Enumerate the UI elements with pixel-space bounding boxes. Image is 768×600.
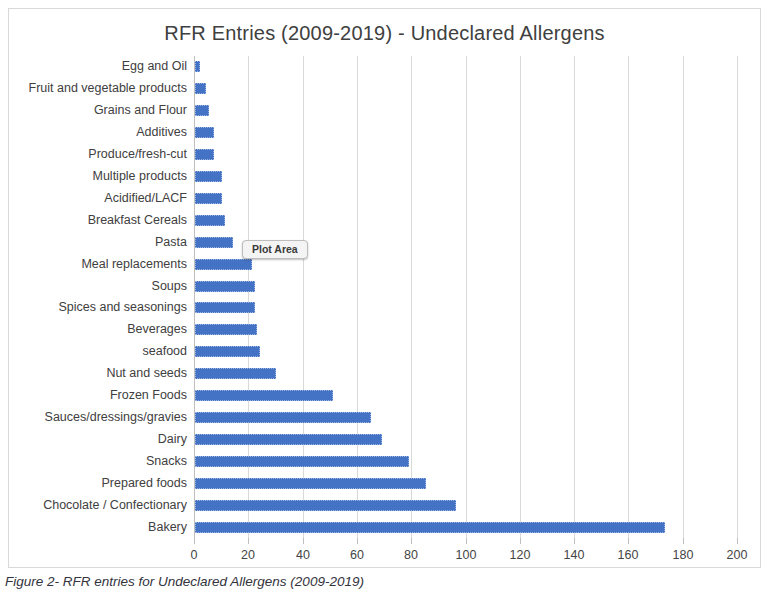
category-label: Breakfast Cereals <box>15 213 187 228</box>
bar[interactable] <box>195 259 252 270</box>
gridline <box>737 56 738 538</box>
bar[interactable] <box>195 390 333 401</box>
bar[interactable] <box>195 281 255 292</box>
category-label: Meal replacements <box>15 257 187 272</box>
category-label: Chocolate / Confectionary <box>15 498 187 513</box>
tick-mark <box>466 538 467 544</box>
bar[interactable] <box>195 215 225 226</box>
x-tick-label: 80 <box>404 548 418 562</box>
category-label: Bakery <box>15 520 187 535</box>
tick-mark <box>628 538 629 544</box>
x-tick-label: 20 <box>241 548 255 562</box>
bar[interactable] <box>195 324 257 335</box>
chart-title: RFR Entries (2009-2019) - Undeclared All… <box>9 19 760 47</box>
x-tick-label: 120 <box>510 548 531 562</box>
plot-area-tooltip: Plot Area <box>242 240 308 259</box>
bar[interactable] <box>195 456 409 467</box>
bar[interactable] <box>195 105 209 116</box>
category-axis: Egg and Oil Fruit and vegetable products G… <box>15 56 187 538</box>
category-label: Nut and seeds <box>15 366 187 381</box>
category-label: Multiple products <box>15 169 187 184</box>
x-tick-label: 200 <box>727 548 748 562</box>
bar[interactable] <box>195 346 260 357</box>
tick-mark <box>303 538 304 544</box>
bar[interactable] <box>195 412 371 423</box>
x-tick-label: 60 <box>350 548 364 562</box>
bar[interactable] <box>195 368 276 379</box>
tick-mark <box>357 538 358 544</box>
bar[interactable] <box>195 149 214 160</box>
category-label: Frozen Foods <box>15 388 187 403</box>
tick-mark <box>683 538 684 544</box>
x-tick-label: 160 <box>618 548 639 562</box>
bar[interactable] <box>195 171 222 182</box>
category-label: Produce/fresh-cut <box>15 147 187 162</box>
category-label: Soups <box>15 279 187 294</box>
category-label: seafood <box>15 344 187 359</box>
x-tick-label: 100 <box>456 548 477 562</box>
chart-frame: RFR Entries (2009-2019) - Undeclared All… <box>8 8 761 568</box>
tick-mark <box>411 538 412 544</box>
gridline <box>466 56 467 538</box>
category-label: Sauces/dressings/gravies <box>15 410 187 425</box>
plot-area[interactable]: 020406080100120140160180200 <box>194 56 737 538</box>
category-label: Acidified/LACF <box>15 191 187 206</box>
bar[interactable] <box>195 434 382 445</box>
category-label: Additives <box>15 125 187 140</box>
category-label: Prepared foods <box>15 476 187 491</box>
figure-caption: Figure 2- RFR entries for Undeclared All… <box>5 574 364 589</box>
tick-mark <box>574 538 575 544</box>
bar[interactable] <box>195 302 255 313</box>
category-label: Grains and Flour <box>15 103 187 118</box>
gridline <box>520 56 521 538</box>
bar[interactable] <box>195 522 665 533</box>
bar[interactable] <box>195 127 214 138</box>
x-tick-label: 140 <box>564 548 585 562</box>
tick-mark <box>737 538 738 544</box>
category-label: Dairy <box>15 432 187 447</box>
gridline <box>411 56 412 538</box>
bar[interactable] <box>195 237 233 248</box>
category-label: Egg and Oil <box>15 59 187 74</box>
gridline <box>574 56 575 538</box>
gridline <box>683 56 684 538</box>
x-tick-label: 180 <box>673 548 694 562</box>
x-tick-label: 0 <box>191 548 198 562</box>
category-label: Spices and seasonings <box>15 300 187 315</box>
tick-mark <box>194 538 195 544</box>
category-label: Pasta <box>15 235 187 250</box>
category-label: Beverages <box>15 322 187 337</box>
bar[interactable] <box>195 478 426 489</box>
category-label: Snacks <box>15 454 187 469</box>
gridline <box>628 56 629 538</box>
bar[interactable] <box>195 500 456 511</box>
x-tick-label: 40 <box>296 548 310 562</box>
tick-mark <box>248 538 249 544</box>
category-label: Fruit and vegetable products <box>15 81 187 96</box>
bar[interactable] <box>195 61 200 72</box>
bar[interactable] <box>195 83 206 94</box>
bar[interactable] <box>195 193 222 204</box>
tick-mark <box>520 538 521 544</box>
